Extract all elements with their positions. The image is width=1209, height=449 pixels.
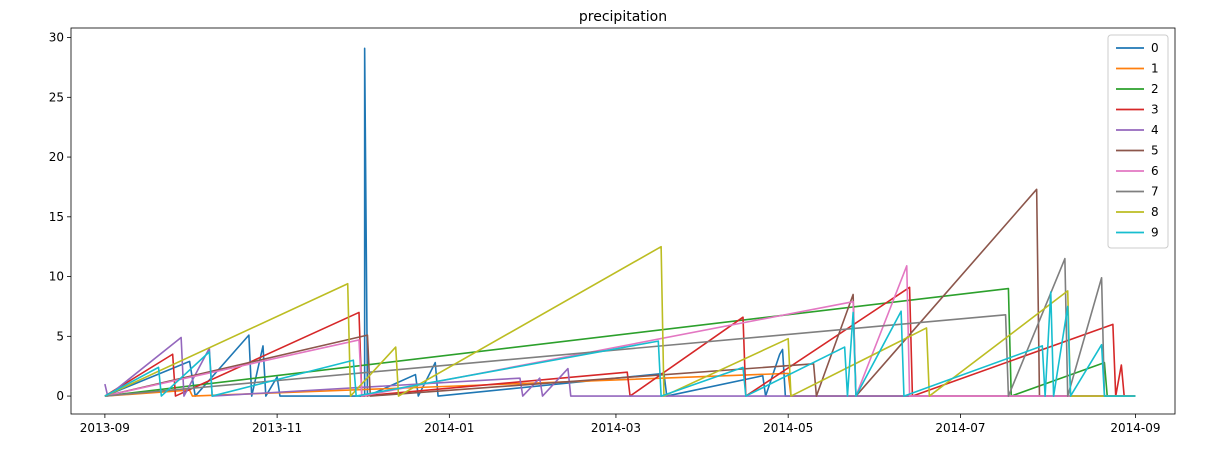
series-line-9 — [104, 291, 1136, 397]
legend-label-7: 7 — [1151, 185, 1159, 199]
legend-box — [1107, 34, 1169, 249]
y-tick-label: 10 — [49, 270, 64, 284]
x-tick-label: 2014-09 — [1110, 421, 1160, 435]
y-tick-label: 25 — [49, 90, 64, 104]
legend-label-4: 4 — [1151, 123, 1159, 137]
x-tick-label: 2014-05 — [763, 421, 813, 435]
series-lines — [104, 47, 1136, 397]
series-line-4 — [104, 336, 1136, 397]
x-tick-label: 2013-11 — [252, 421, 302, 435]
y-tick-label: 5 — [56, 329, 64, 343]
series-line-5 — [104, 188, 1136, 397]
legend-label-8: 8 — [1151, 205, 1159, 219]
chart-title: precipitation — [579, 9, 667, 25]
x-tick-label: 2014-03 — [591, 421, 641, 435]
y-tick-label: 20 — [49, 150, 64, 164]
series-line-8 — [104, 245, 1136, 397]
series-line-7 — [104, 257, 1136, 397]
legend-label-3: 3 — [1151, 103, 1159, 117]
x-tick-label: 2014-07 — [935, 421, 985, 435]
legend-label-0: 0 — [1151, 41, 1159, 55]
y-tick-label: 15 — [49, 210, 64, 224]
axes-frame — [70, 27, 1176, 415]
series-line-0 — [104, 47, 1136, 397]
y-tick-label: 0 — [56, 389, 64, 403]
legend-label-2: 2 — [1151, 82, 1159, 96]
x-tick-label: 2013-09 — [80, 421, 130, 435]
y-tick-label: 30 — [49, 31, 64, 45]
x-tick-label: 2014-01 — [424, 421, 474, 435]
axis-ticks: 2013-09 2013-11 2014-01 2014-03 2014-05 2014-… — [49, 31, 1161, 435]
series-line-3 — [104, 286, 1136, 397]
legend-label-5: 5 — [1151, 144, 1159, 158]
legend-label-1: 1 — [1151, 62, 1159, 76]
legend: 0 1 2 3 4 5 6 7 8 9 — [1107, 34, 1169, 249]
legend-label-9: 9 — [1151, 226, 1159, 240]
series-line-6 — [104, 265, 1136, 397]
legend-label-6: 6 — [1151, 164, 1159, 178]
